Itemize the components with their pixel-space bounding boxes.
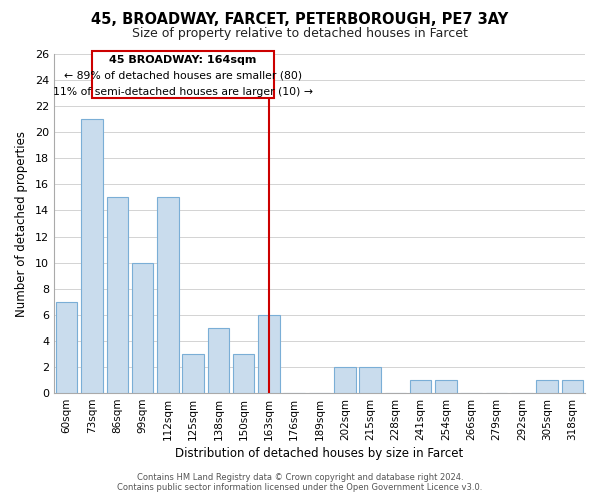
FancyBboxPatch shape (92, 52, 274, 98)
Text: 11% of semi-detached houses are larger (10) →: 11% of semi-detached houses are larger (… (53, 86, 313, 97)
Bar (157, 198, 179, 393)
Y-axis label: Number of detached properties: Number of detached properties (15, 130, 28, 316)
Text: Contains HM Land Registry data © Crown copyright and database right 2024.
Contai: Contains HM Land Registry data © Crown c… (118, 473, 482, 492)
Bar (334, 367, 356, 393)
Text: 45, BROADWAY, FARCET, PETERBOROUGH, PE7 3AY: 45, BROADWAY, FARCET, PETERBOROUGH, PE7 … (91, 12, 509, 28)
Bar (536, 380, 558, 393)
Text: Size of property relative to detached houses in Farcet: Size of property relative to detached ho… (132, 28, 468, 40)
X-axis label: Distribution of detached houses by size in Farcet: Distribution of detached houses by size … (175, 447, 464, 460)
Bar (107, 198, 128, 393)
Text: 45 BROADWAY: 164sqm: 45 BROADWAY: 164sqm (109, 56, 257, 66)
Bar (81, 119, 103, 393)
Bar (410, 380, 431, 393)
Text: ← 89% of detached houses are smaller (80): ← 89% of detached houses are smaller (80… (64, 71, 302, 81)
Bar (132, 262, 153, 393)
Bar (233, 354, 254, 393)
Bar (182, 354, 204, 393)
Bar (435, 380, 457, 393)
Bar (359, 367, 381, 393)
Bar (258, 315, 280, 393)
Bar (56, 302, 77, 393)
Bar (562, 380, 583, 393)
Bar (208, 328, 229, 393)
